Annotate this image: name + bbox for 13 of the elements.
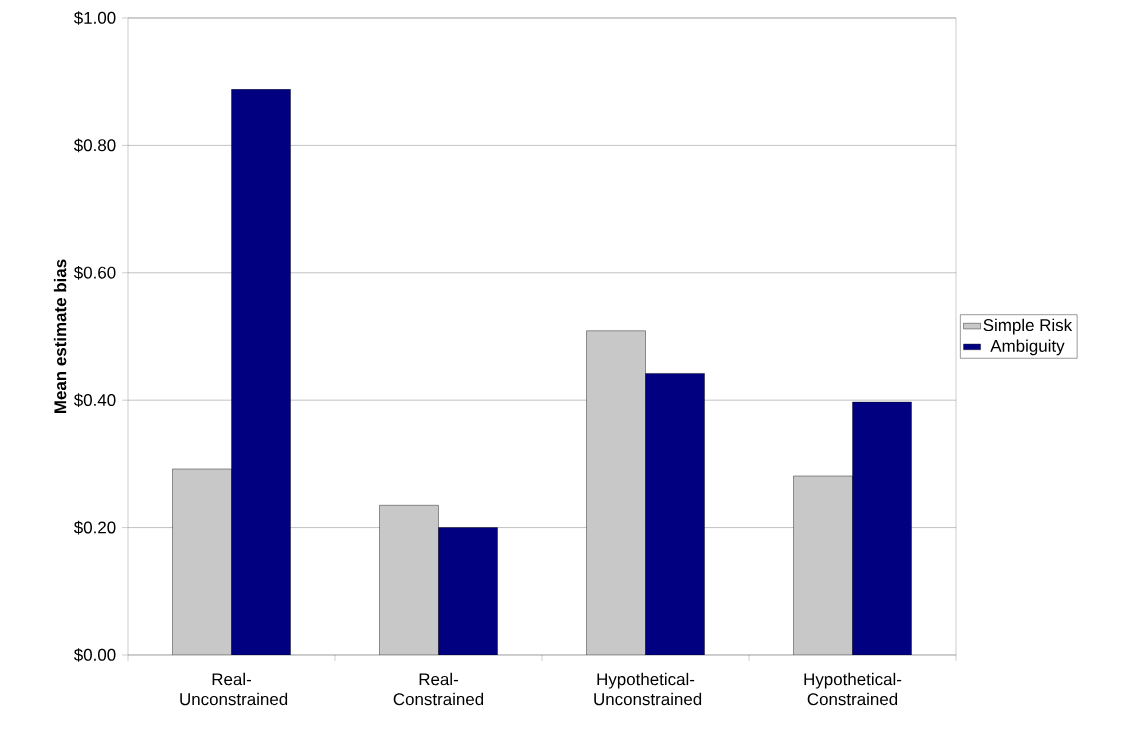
y-tick-label: $0.20 [73,520,116,535]
x-tick-label: Real-Constrained [393,672,484,706]
y-tick-label: $0.60 [73,265,116,280]
y-tick-label: $0.80 [73,138,116,153]
y-tick-label: $0.40 [73,393,116,408]
x-tick-label: Hypothetical-Unconstrained [594,672,702,706]
legend-label: Ambiguity [990,339,1065,356]
legend-label: Simple Risk [983,318,1073,335]
x-tick-label: Real-Unconstrained [180,672,288,706]
y-tick-label: $1.00 [73,11,116,25]
y-axis-title: Mean estimate bias [53,259,67,413]
y-tick-label: $0.00 [73,648,116,662]
x-tick-label: Hypothetical-Constrained [804,672,902,706]
